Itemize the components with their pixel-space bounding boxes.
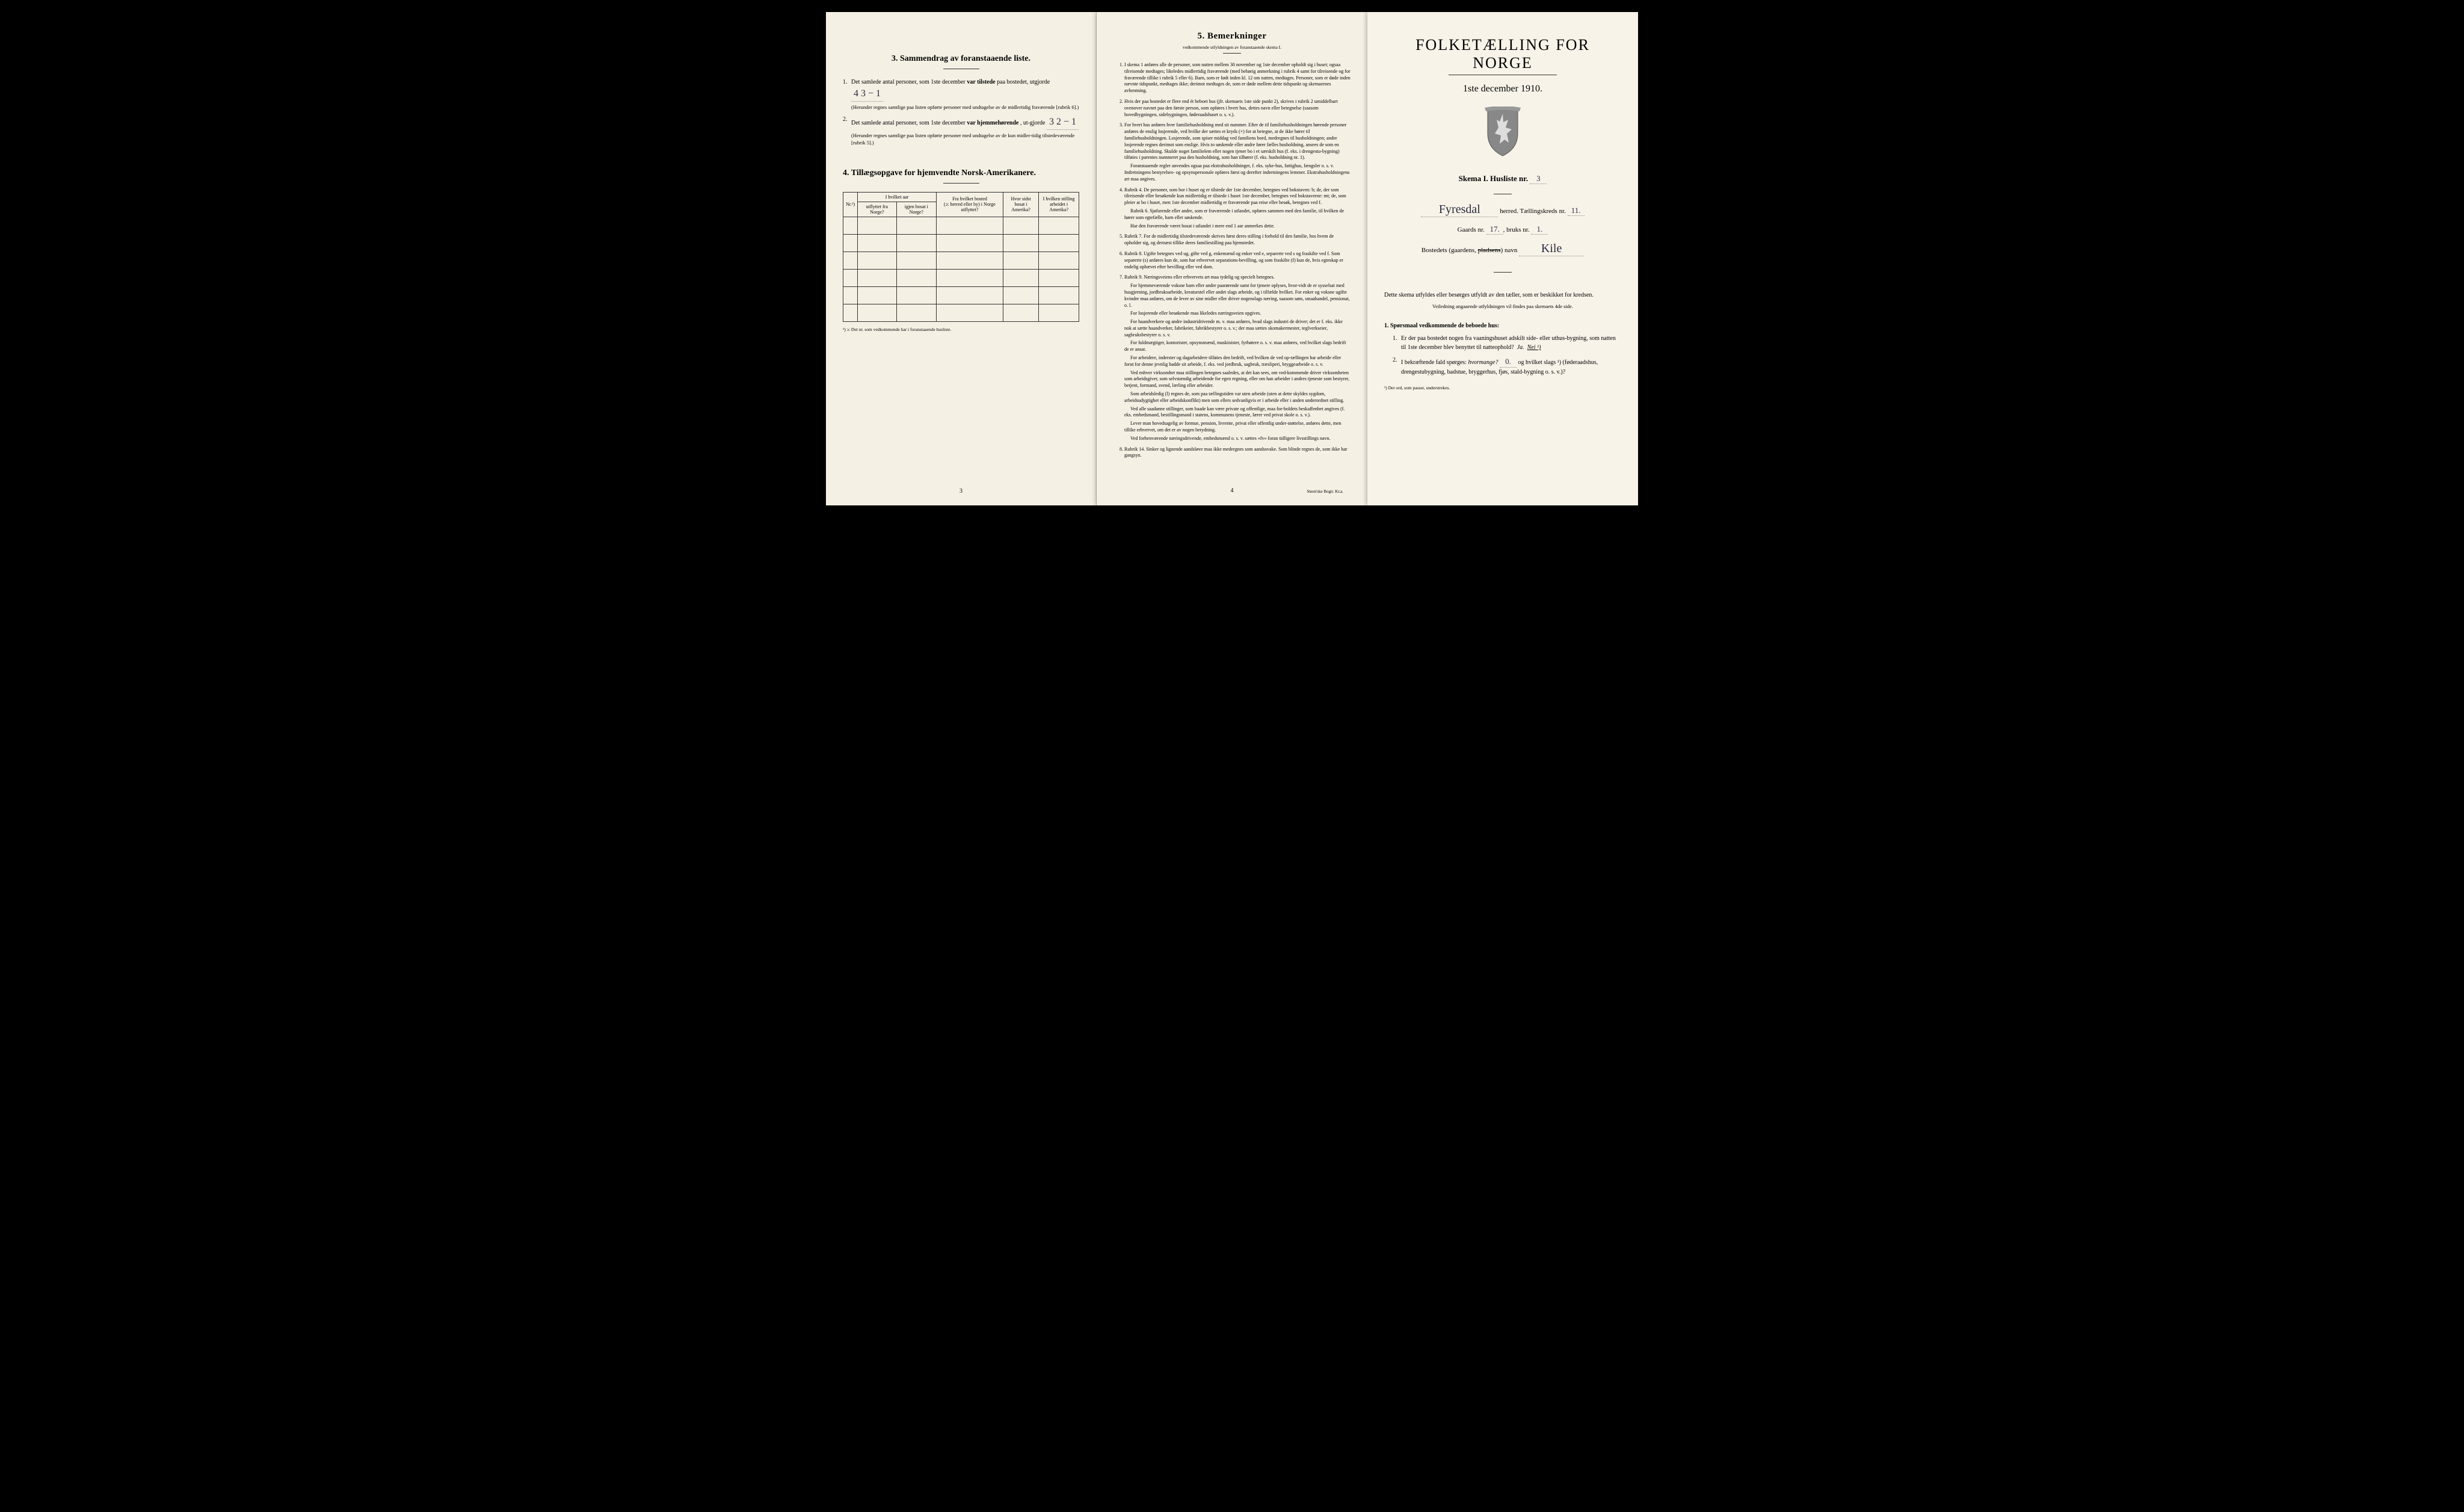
page-3: 3. Sammendrag av foranstaaende liste. 1.… [826,12,1097,505]
question-heading: 1. Spørsmaal vedkommende de beboede hus: [1384,321,1621,330]
bemerkninger-list: I skema 1 anføres alle de personer, som … [1113,62,1351,459]
herred-line: Fyresdal herred. Tællingskreds nr. 11. [1384,203,1621,217]
kreds-nr: 11. [1568,206,1585,216]
instruction-1: Dette skema utfyldes eller besørges utfy… [1384,291,1621,300]
page-4: 5. Bemerkninger vedkommende utfyldningen… [1097,12,1367,505]
instruction-2: Veiledning angaaende utfyldningen vil fi… [1384,303,1621,310]
table-row [843,251,1079,269]
table-row [843,269,1079,286]
bruks-nr: 1. [1531,224,1548,235]
table-row [843,286,1079,304]
page-cover: FOLKETÆLLING FOR NORGE 1ste december 191… [1367,12,1638,505]
skema-line: Skema I. Husliste nr. 3 [1384,174,1621,184]
value-tilstede: 4 3 − 1 [851,87,883,102]
section-5-heading: 5. Bemerkninger [1113,30,1351,42]
table-row [843,304,1079,321]
bosted-value: Kile [1519,242,1584,256]
item-2: 2. Det samlede antal personer, som 1ste … [843,115,1079,147]
hvormange-value: 0. [1500,356,1517,368]
question-2: 2. I bekræftende fald spørges: hvormange… [1393,356,1621,377]
printer-imprint: Steen'ske Bogtr. Kr.a. [1307,489,1343,495]
bosted-line: Bostedets (gaardens, pladsens) navn Kile [1384,242,1621,256]
value-hjemme: 3 2 − 1 [1047,115,1079,130]
list-item: Rubrik 9. Næringsveiens eller erhvervets… [1124,274,1351,442]
rule [943,183,979,184]
list-item: Rubrik 8. Ugifte betegnes ved ug, gifte … [1124,251,1351,270]
list-item: Hvis der paa bostedet er flere end ét be… [1124,99,1351,118]
document-spread: 3. Sammendrag av foranstaaende liste. 1.… [808,0,1656,517]
table-row [843,234,1079,251]
table-row [843,217,1079,234]
list-item: Rubrik 14. Sinker og lignende aandsløve … [1124,446,1351,460]
item-1: 1. Det samlede antal personer, som 1ste … [843,78,1079,111]
husliste-nr: 3 [1530,174,1547,184]
coat-of-arms-icon [1384,106,1621,161]
gaards-line: Gaards nr. 17., bruks nr. 1. [1384,224,1621,235]
document-subtitle: 1ste december 1910. [1384,84,1621,94]
gaards-nr: 17. [1486,224,1503,235]
question-1: 1. Er der paa bostedet nogen fra vaaning… [1393,334,1621,352]
answer-nei: Nei ¹) [1527,344,1541,351]
section-3-heading: 3. Sammendrag av foranstaaende liste. [843,54,1079,64]
list-item: I skema 1 anføres alle de personer, som … [1124,62,1351,94]
rule [1494,272,1512,273]
table-footnote: ¹) ɔ: Det nr. som vedkommende har i fora… [843,327,1079,332]
document-title: FOLKETÆLLING FOR NORGE [1384,36,1621,72]
amerikanere-table: Nr.¹) I hvilket aar Fra hvilket bosted(ɔ… [843,192,1079,322]
footnote: ¹) Det ord, som passer, understrekes. [1384,385,1621,390]
page-number: 3 [826,488,1096,495]
herred-value: Fyresdal [1421,203,1498,217]
rule [1223,53,1241,54]
section-4-heading: 4. Tillægsopgave for hjemvendte Norsk-Am… [843,168,1079,178]
list-item: Rubrik 4. De personer, som bor i huset o… [1124,187,1351,230]
list-item: For hvert hus anføres hver familiehushol… [1124,122,1351,182]
list-item: Rubrik 7. For de midlertidig tilstedevær… [1124,233,1351,247]
